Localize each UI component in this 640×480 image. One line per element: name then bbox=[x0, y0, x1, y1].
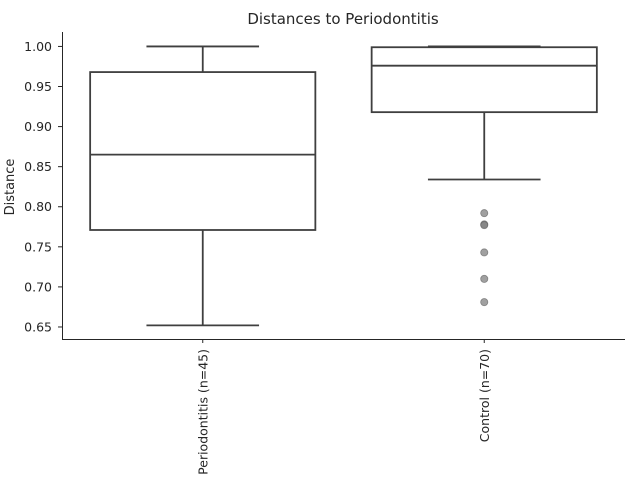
y-tick-label: 0.95 bbox=[24, 79, 52, 94]
x-ticks: Periodontitis (n=45) Control (n=70) bbox=[195, 339, 492, 475]
boxes bbox=[89, 45, 598, 327]
box-iqr bbox=[89, 71, 317, 231]
box-iqr bbox=[370, 46, 598, 114]
y-tick-label: 0.80 bbox=[24, 199, 52, 214]
outlier-point bbox=[480, 209, 489, 218]
y-tick-label: 0.65 bbox=[24, 319, 52, 334]
y-tick-label: 0.70 bbox=[24, 279, 52, 294]
y-tick-label: 0.90 bbox=[24, 119, 52, 134]
outlier-point bbox=[480, 298, 489, 307]
y-tick-label: 0.85 bbox=[24, 159, 52, 174]
y-tick-label: 1.00 bbox=[24, 39, 52, 54]
box-group bbox=[370, 45, 598, 307]
x-tick-label: Periodontitis (n=45) bbox=[195, 349, 210, 475]
chart-title: Distances to Periodontitis bbox=[247, 10, 439, 28]
outlier-point bbox=[480, 221, 489, 230]
y-tick-label: 0.75 bbox=[24, 239, 52, 254]
y-ticks: 0.65 0.70 0.75 0.80 0.85 0.90 0.95 1.00 bbox=[24, 39, 62, 334]
outlier-point bbox=[480, 248, 489, 257]
y-axis-label: Distance bbox=[3, 159, 18, 216]
box-group bbox=[89, 45, 317, 327]
outlier-point bbox=[480, 274, 489, 283]
x-tick-label: Control (n=70) bbox=[477, 349, 492, 442]
